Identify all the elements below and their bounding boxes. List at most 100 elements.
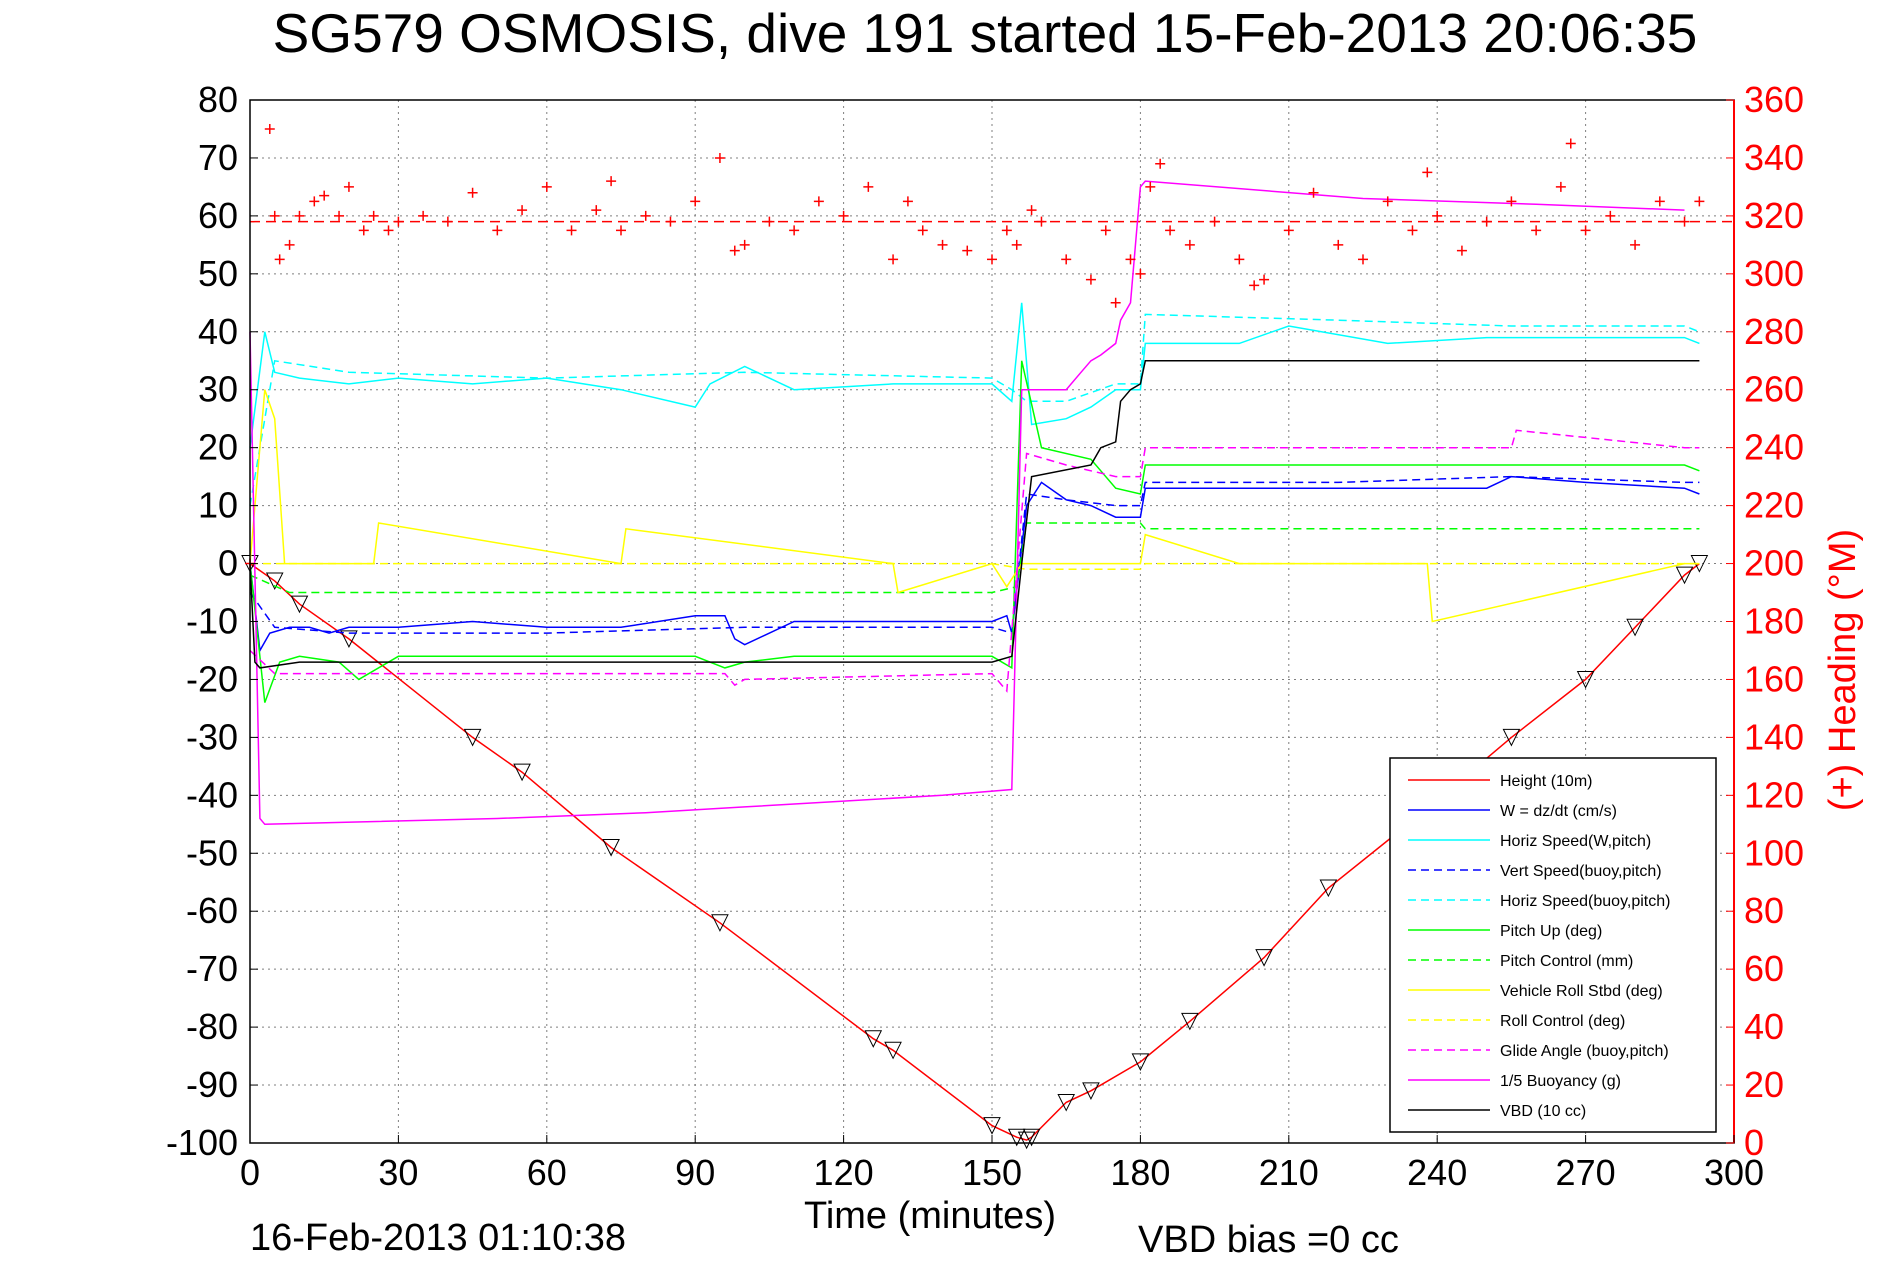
y-right-tick-label: 140 <box>1744 716 1804 757</box>
heading-point <box>1085 274 1096 285</box>
heading-point <box>1001 225 1012 236</box>
heading-point <box>274 254 285 265</box>
y-right-tick-label: 340 <box>1744 137 1804 178</box>
heading-point <box>264 123 275 134</box>
heading-point <box>616 225 626 236</box>
heading-point <box>1125 254 1136 265</box>
y-right-tick-label: 260 <box>1744 369 1804 410</box>
heading-point <box>442 216 453 227</box>
series-vert-speed-buoy-pitch <box>249 475 1700 635</box>
height-marker <box>1017 1131 1036 1150</box>
heading-point <box>1249 280 1260 291</box>
height-marker <box>1576 670 1595 689</box>
y-left-tick-label: -90 <box>186 1064 238 1105</box>
axes <box>249 99 1735 1144</box>
heading-point <box>1184 239 1195 250</box>
y-right-tick-label: 20 <box>1744 1064 1784 1105</box>
y-left-tick-label: -100 <box>166 1122 238 1163</box>
heading-point <box>418 210 429 221</box>
heading-point <box>1135 268 1146 279</box>
y-left-tick-label: -80 <box>186 1006 238 1047</box>
height-marker <box>1255 949 1273 967</box>
heading-point <box>1506 196 1517 207</box>
x-tick-label: 180 <box>1110 1152 1170 1193</box>
heading-point <box>309 196 320 207</box>
series-horiz-speed-buoy-pitch <box>249 313 1700 506</box>
y-right-tick-label: 40 <box>1744 1006 1784 1047</box>
height-marker <box>1319 879 1338 898</box>
heading-point <box>1036 216 1047 227</box>
heading-point <box>541 181 552 192</box>
y-left-tick-label: 30 <box>198 369 238 410</box>
heading-point <box>591 205 602 216</box>
heading-point <box>729 245 740 256</box>
y-left-tick-label: -50 <box>186 832 238 873</box>
x-tick-label: 150 <box>962 1152 1022 1193</box>
heading-point <box>319 190 330 201</box>
legend-entry: VBD (10 cc) <box>1500 1103 1586 1120</box>
heading-point <box>492 225 503 236</box>
y-right-tick-label: 240 <box>1744 427 1804 468</box>
y-right-tick-label: 300 <box>1744 253 1804 294</box>
x-tick-label: 0 <box>240 1152 260 1193</box>
series-glide-angle-buoy-pitch <box>249 429 1700 693</box>
heading-point <box>962 245 973 256</box>
x-tick-label: 210 <box>1259 1152 1319 1193</box>
legend-entry: Height (10m) <box>1500 773 1592 790</box>
legend-entry: Horiz Speed(W,pitch) <box>1500 833 1651 850</box>
heading-point <box>393 216 404 227</box>
height-marker <box>513 763 531 782</box>
legend-entry: Pitch Control (mm) <box>1500 953 1633 970</box>
legend-entry: Glide Angle (buoy,pitch) <box>1500 1043 1669 1060</box>
heading-point <box>1654 196 1665 207</box>
y-right-tick-label: 60 <box>1744 948 1784 989</box>
x-tick-label: 120 <box>814 1152 874 1193</box>
y-left-tick-label: -20 <box>186 658 238 699</box>
x-tick-label: 30 <box>378 1152 418 1193</box>
heading-point <box>917 225 928 236</box>
heading-point <box>517 205 528 216</box>
y-left-tick-label: 60 <box>198 195 238 236</box>
x-axis-label: Time (minutes) <box>804 1195 1056 1237</box>
y-right-tick-label: 320 <box>1744 195 1804 236</box>
heading-point <box>467 187 478 198</box>
heading-point <box>665 216 676 227</box>
heading-point <box>1694 196 1705 207</box>
y-right-tick-label: 120 <box>1744 774 1804 815</box>
y-right-tick-label: 280 <box>1744 311 1804 352</box>
series-horiz-speed-w-pitch <box>249 302 1700 448</box>
heading-point <box>343 181 354 192</box>
right-axis-label: (+) Heading (°M) <box>1822 529 1864 811</box>
y-left-tick-label: -30 <box>186 716 238 757</box>
y-left-tick-label: 10 <box>198 485 238 526</box>
x-tick-label: 270 <box>1556 1152 1616 1193</box>
legend-entry: Vert Speed(buoy,pitch) <box>1500 863 1662 880</box>
y-left-tick-label: -60 <box>186 890 238 931</box>
heading-point <box>1382 196 1393 207</box>
heading-point <box>764 216 775 227</box>
heading-point <box>640 210 651 221</box>
chart-title: SG579 OSMOSIS, dive 191 started 15-Feb-2… <box>273 2 1698 64</box>
y-left-tick-label: 20 <box>198 427 238 468</box>
x-tick-label: 60 <box>527 1152 567 1193</box>
y-left-tick-label: 40 <box>198 311 238 352</box>
heading-point <box>937 239 948 250</box>
series-layer <box>241 123 1734 1150</box>
height-marker <box>983 1117 1001 1135</box>
heading-point <box>566 225 577 236</box>
heading-point <box>1407 225 1418 236</box>
heading-point <box>1026 205 1037 216</box>
y-right-tick-label: 180 <box>1744 601 1804 642</box>
height-marker <box>864 1030 883 1048</box>
y-right-tick-label: 80 <box>1744 890 1784 931</box>
height-marker <box>1675 566 1694 585</box>
heading-point <box>1605 210 1616 221</box>
y-left-tick-label: -70 <box>186 948 238 989</box>
series-1-5-buoyancy-g <box>249 180 1685 826</box>
heading-point <box>902 196 913 207</box>
y-left-tick-label: 70 <box>198 137 238 178</box>
legend-entry: Roll Control (deg) <box>1500 1013 1625 1030</box>
height-marker <box>1181 1012 1199 1031</box>
series-pitch-up-deg <box>249 360 1700 703</box>
heading-point <box>739 239 750 250</box>
